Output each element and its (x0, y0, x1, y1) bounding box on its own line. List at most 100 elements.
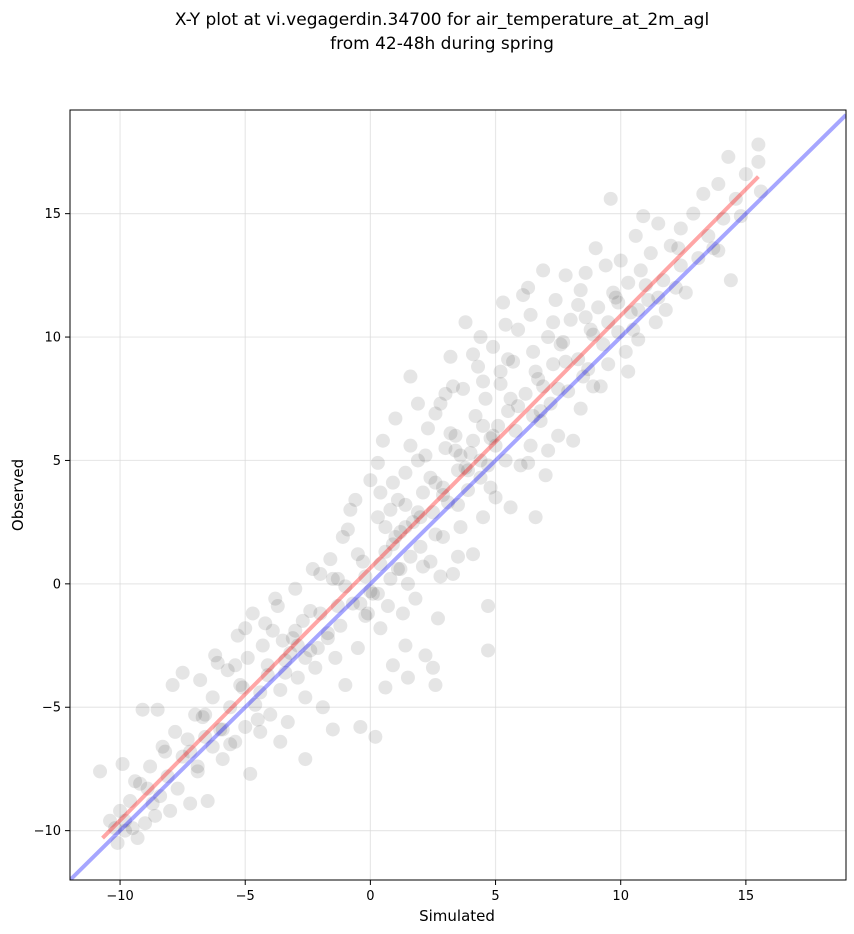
data-point (238, 719, 253, 734)
data-point (240, 650, 255, 665)
data-point (278, 653, 293, 668)
data-point (486, 339, 501, 354)
data-point (526, 344, 541, 359)
data-point (208, 648, 223, 663)
data-point (458, 460, 473, 475)
data-point (486, 428, 501, 443)
data-point (751, 137, 766, 152)
data-point (245, 606, 260, 621)
data-point (133, 776, 148, 791)
data-point (491, 418, 506, 433)
data-point (355, 554, 370, 569)
data-point (601, 357, 616, 372)
data-point (343, 502, 358, 517)
data-point (558, 268, 573, 283)
data-point (303, 603, 318, 618)
data-point (633, 263, 648, 278)
chart-title: X-Y plot at vi.vegagerdin.34700 for air_… (30, 8, 854, 56)
data-point (483, 480, 498, 495)
data-point (195, 710, 210, 725)
data-point (213, 722, 228, 737)
data-point (488, 490, 503, 505)
chart-title-line-2: from 42-48h during spring (330, 34, 554, 54)
data-point (145, 796, 160, 811)
data-point (551, 428, 566, 443)
data-point (323, 552, 338, 567)
data-point (481, 599, 496, 614)
data-point (493, 364, 508, 379)
data-point (566, 433, 581, 448)
data-point (320, 631, 335, 646)
x-tick-label: 5 (491, 889, 499, 904)
data-point (413, 539, 428, 554)
data-point (468, 409, 483, 424)
data-point (198, 707, 213, 722)
data-point (631, 332, 646, 347)
y-tick-label: 10 (44, 331, 61, 346)
data-point (440, 495, 455, 510)
data-point (360, 606, 375, 621)
data-point (190, 759, 205, 774)
data-point (358, 608, 373, 623)
data-point (461, 463, 476, 478)
data-point (330, 571, 345, 586)
data-point (118, 823, 133, 838)
data-point (370, 455, 385, 470)
data-point (623, 305, 638, 320)
data-point (711, 243, 726, 258)
data-point (526, 409, 541, 424)
data-point (378, 520, 393, 535)
x-tick-label: 10 (612, 889, 629, 904)
data-point (751, 154, 766, 169)
data-point (263, 707, 278, 722)
data-point (265, 623, 280, 638)
data-point (328, 650, 343, 665)
data-point (543, 396, 558, 411)
data-point (521, 280, 536, 295)
data-point (410, 453, 425, 468)
data-point (448, 428, 463, 443)
data-point (521, 455, 536, 470)
data-point (270, 599, 285, 614)
data-point (253, 685, 268, 700)
x-tick-label: −5 (236, 889, 255, 904)
data-point (611, 325, 626, 340)
data-point (496, 295, 511, 310)
data-point (458, 315, 473, 330)
data-point (290, 670, 305, 685)
data-point (370, 510, 385, 525)
data-point (233, 678, 248, 693)
data-point (528, 364, 543, 379)
data-point (636, 209, 651, 224)
data-point (283, 645, 298, 660)
data-point (238, 621, 253, 636)
data-point (481, 458, 496, 473)
data-point (200, 794, 215, 809)
data-point (678, 285, 693, 300)
data-point (626, 322, 641, 337)
data-point (310, 641, 325, 656)
x-tick-label: 0 (366, 889, 374, 904)
data-point (638, 278, 653, 293)
data-point (506, 354, 521, 369)
data-point (706, 241, 721, 256)
data-point (425, 660, 440, 675)
data-point (338, 579, 353, 594)
data-point (671, 241, 686, 256)
data-point (433, 569, 448, 584)
data-point (148, 808, 163, 823)
data-point (108, 821, 123, 836)
data-point (215, 752, 230, 767)
data-point (338, 678, 353, 693)
data-point (398, 520, 413, 535)
data-point (180, 732, 195, 747)
data-point (451, 549, 465, 564)
data-point (541, 443, 556, 458)
data-point (403, 438, 418, 453)
data-point (621, 364, 636, 379)
data-point (268, 591, 283, 606)
data-point (378, 544, 393, 559)
data-point (285, 631, 300, 646)
data-point (250, 712, 265, 727)
data-point (641, 293, 656, 308)
